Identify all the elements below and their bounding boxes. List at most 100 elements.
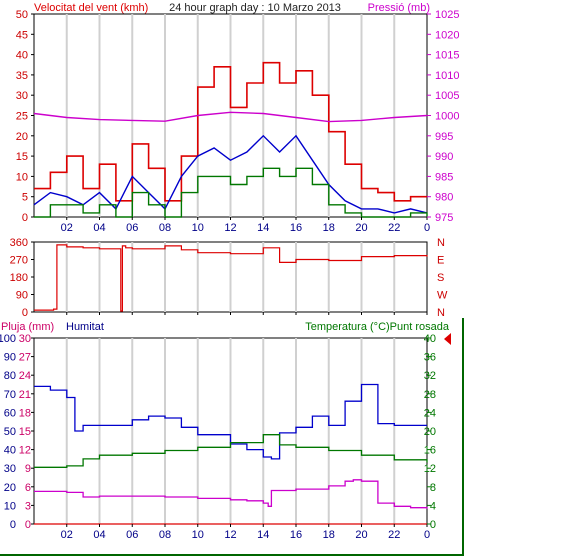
humidity-y-tick-label: 40 xyxy=(4,445,16,457)
direction-y-tick-label: 0 xyxy=(22,307,28,319)
wind-axis-title: Velocitat del vent (kmh) xyxy=(34,2,148,14)
compass-tick-label: W xyxy=(437,290,448,302)
x-tick-label-bottom: 14 xyxy=(257,529,269,541)
series-temperature xyxy=(34,434,428,468)
wind-y-tick-label: 5 xyxy=(22,192,28,204)
series-pressure xyxy=(33,111,428,123)
wind-y-tick-label: 15 xyxy=(16,151,28,163)
x-tick-label-bottom: 10 xyxy=(192,529,204,541)
x-tick-label-top: 14 xyxy=(257,222,269,234)
x-tick-label-bottom: 22 xyxy=(388,529,400,541)
x-tick-label-top: 04 xyxy=(93,222,105,234)
rain-axis-title: Pluja (mm) xyxy=(1,321,54,333)
pressure-y-tick-label: 1010 xyxy=(435,70,459,82)
x-tick-label-top: 20 xyxy=(355,222,367,234)
temperature-y-tick-label: 36 xyxy=(424,352,436,364)
x-tick-label-bottom: 08 xyxy=(159,529,171,541)
x-tick-label-top: 10 xyxy=(192,222,204,234)
temperature-y-tick-label: 12 xyxy=(424,463,436,475)
temperature-y-tick-label: 24 xyxy=(424,407,436,419)
rain-y-tick-label: 18 xyxy=(19,407,31,419)
x-tick-label-bottom: 12 xyxy=(224,529,236,541)
direction-y-tick-label: 90 xyxy=(16,290,28,302)
rain-y-tick-label: 9 xyxy=(25,463,31,475)
pressure-y-tick-label: 1005 xyxy=(435,90,459,102)
temperature-y-tick-label: 20 xyxy=(424,426,436,438)
wind-y-tick-label: 0 xyxy=(22,212,28,224)
series-direction-lower xyxy=(34,167,428,218)
humidity-y-tick-label: 100 xyxy=(0,333,16,345)
pressure-axis-title: Pressió (mb) xyxy=(368,2,430,14)
series-gust xyxy=(34,61,427,202)
pressure-y-tick-label: 1015 xyxy=(435,50,459,62)
temperature-y-tick-label: 8 xyxy=(430,482,436,494)
temperature-y-tick-label: 32 xyxy=(424,370,436,382)
series-average-speed xyxy=(33,134,428,214)
pressure-y-tick-label: 1025 xyxy=(435,9,459,21)
pressure-y-tick-label: 985 xyxy=(435,171,453,183)
x-tick-label-bottom: 18 xyxy=(323,529,335,541)
humidity-y-tick-label: 20 xyxy=(4,482,16,494)
humidity-y-tick-label: 80 xyxy=(4,370,16,382)
wind-y-tick-label: 30 xyxy=(16,90,28,102)
wind-y-tick-label: 20 xyxy=(16,131,28,143)
temperature-y-tick-label: 0 xyxy=(430,519,436,531)
humidity-y-tick-label: 10 xyxy=(4,500,16,512)
temperature-y-tick-label: 16 xyxy=(424,445,436,457)
humidity-y-tick-label: 90 xyxy=(4,352,16,364)
rain-y-tick-label: 3 xyxy=(25,500,31,512)
compass-tick-label: N xyxy=(437,307,445,319)
pressure-y-tick-label: 980 xyxy=(435,192,453,204)
x-tick-label-bottom: 06 xyxy=(126,529,138,541)
series-humidity xyxy=(34,383,427,460)
pressure-y-tick-label: 990 xyxy=(435,151,453,163)
temperature-y-tick-label: 4 xyxy=(430,500,436,512)
rain-y-tick-label: 24 xyxy=(19,370,31,382)
chart-title: 24 hour graph day : 10 Marzo 2013 xyxy=(169,2,341,14)
x-tick-label-top: 06 xyxy=(126,222,138,234)
pressure-y-tick-label: 1020 xyxy=(435,29,459,41)
rain-y-tick-label: 12 xyxy=(19,445,31,457)
series-wind-direction xyxy=(34,244,428,312)
direction-y-tick-label: 270 xyxy=(10,255,28,267)
wind-y-tick-label: 45 xyxy=(16,29,28,41)
pressure-y-tick-label: 1000 xyxy=(435,111,459,123)
x-tick-label-bottom: 20 xyxy=(355,529,367,541)
compass-tick-label: E xyxy=(437,255,444,267)
x-tick-label-bottom: 16 xyxy=(290,529,302,541)
x-tick-label-top: 12 xyxy=(224,222,236,234)
compass-tick-label: N xyxy=(437,237,445,249)
x-tick-label-bottom: 04 xyxy=(93,529,105,541)
series-dew-point xyxy=(34,479,428,509)
temperature-axis-title: Temperatura (°C)Punt rosada xyxy=(305,321,450,333)
wind-y-tick-label: 35 xyxy=(16,70,28,82)
pressure-y-tick-label: 975 xyxy=(435,212,453,224)
x-tick-label-top: 02 xyxy=(61,222,73,234)
humidity-y-tick-label: 30 xyxy=(4,463,16,475)
rain-y-tick-label: 15 xyxy=(19,426,31,438)
x-tick-label-top: 22 xyxy=(388,222,400,234)
x-tick-label-top: 0 xyxy=(424,222,430,234)
x-tick-label-top: 08 xyxy=(159,222,171,234)
humidity-y-tick-label: 60 xyxy=(4,407,16,419)
rain-y-tick-label: 30 xyxy=(19,333,31,345)
rain-y-tick-label: 6 xyxy=(25,482,31,494)
compass-tick-label: S xyxy=(437,272,444,284)
red-triangle-marker-icon xyxy=(444,333,451,345)
wind-y-tick-label: 40 xyxy=(16,50,28,62)
humidity-y-tick-label: 70 xyxy=(4,389,16,401)
humidity-axis-title: Humitat xyxy=(66,321,104,333)
humidity-y-tick-label: 50 xyxy=(4,426,16,438)
pressure-y-tick-label: 995 xyxy=(435,131,453,143)
x-tick-label-top: 16 xyxy=(290,222,302,234)
x-tick-label-bottom: 02 xyxy=(61,529,73,541)
rain-y-tick-label: 21 xyxy=(19,389,31,401)
wind-y-tick-label: 10 xyxy=(16,171,28,183)
rain-y-tick-label: 0 xyxy=(25,519,31,531)
rain-y-tick-label: 27 xyxy=(19,352,31,364)
direction-y-tick-label: 360 xyxy=(10,237,28,249)
wind-y-tick-label: 50 xyxy=(16,9,28,21)
direction-y-tick-label: 180 xyxy=(10,272,28,284)
x-tick-label-bottom: 0 xyxy=(424,529,430,541)
